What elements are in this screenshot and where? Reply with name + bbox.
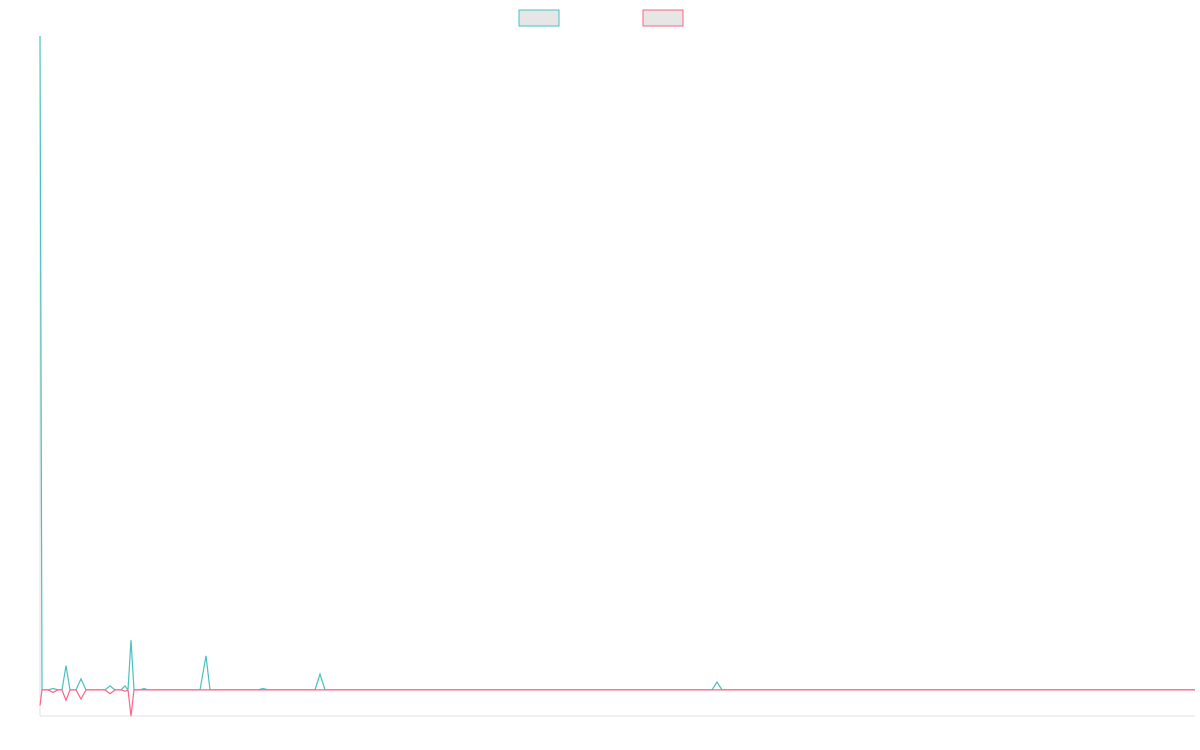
series-line [39,688,1195,717]
legend-swatch[interactable] [518,9,560,27]
series-line [39,35,1195,692]
legend-swatch[interactable] [642,9,684,27]
